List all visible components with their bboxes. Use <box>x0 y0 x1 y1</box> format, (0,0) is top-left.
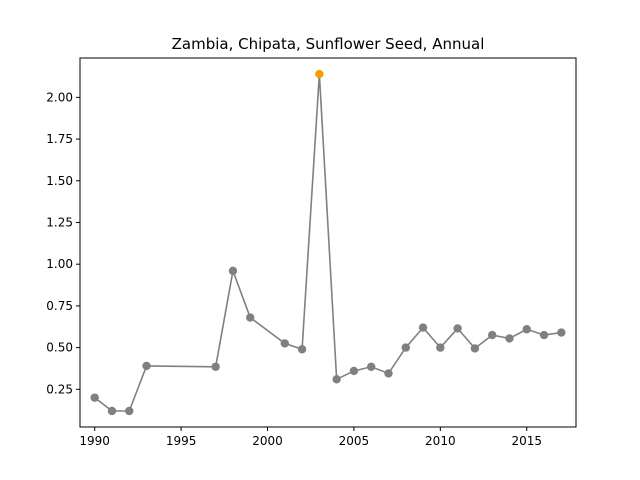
y-tick-label: 0.75 <box>46 299 73 313</box>
data-point <box>401 343 410 352</box>
y-tick-label: 1.00 <box>46 257 73 271</box>
x-tick-label: 2000 <box>252 434 283 448</box>
data-point <box>228 266 238 276</box>
data-point <box>522 325 531 334</box>
data-point <box>418 323 428 332</box>
data-point <box>246 313 255 322</box>
data-point <box>280 339 289 348</box>
x-tick-label: 2015 <box>511 434 542 448</box>
y-tick-label: 1.25 <box>46 215 73 229</box>
data-point <box>470 344 480 353</box>
data-point <box>332 375 341 384</box>
chart-title: Zambia, Chipata, Sunflower Seed, Annual <box>172 35 485 53</box>
data-point <box>142 361 151 371</box>
data-point <box>505 334 514 343</box>
data-point <box>436 343 445 352</box>
data-point <box>557 328 566 337</box>
data-point <box>539 330 549 340</box>
axes: 1990 1995 2000 2005 2010 2015 0.25 0.50 0.75 1.00… <box>46 90 542 448</box>
data-point <box>297 345 307 354</box>
data-point <box>367 362 376 371</box>
plot-area <box>90 69 566 416</box>
y-tick-label: 1.75 <box>46 132 73 146</box>
highlighted-data-point <box>315 69 324 79</box>
x-tick-label: 1990 <box>79 434 110 448</box>
data-point <box>90 393 99 402</box>
y-tick-label: 1.50 <box>46 174 73 188</box>
x-tick-label: 1995 <box>166 434 197 448</box>
data-point <box>384 369 393 378</box>
x-tick-label: 2005 <box>339 434 370 448</box>
axes-frame <box>79 57 577 428</box>
data-point <box>107 406 117 416</box>
data-point <box>125 406 134 416</box>
data-point <box>453 324 462 333</box>
data-point <box>487 330 497 340</box>
y-tick-label: 0.50 <box>46 341 73 355</box>
data-point <box>349 366 359 376</box>
data-point <box>211 362 220 371</box>
y-tick-label: 2.00 <box>46 90 73 104</box>
y-tick-label: 0.25 <box>46 382 73 396</box>
x-tick-label: 2010 <box>425 434 456 448</box>
